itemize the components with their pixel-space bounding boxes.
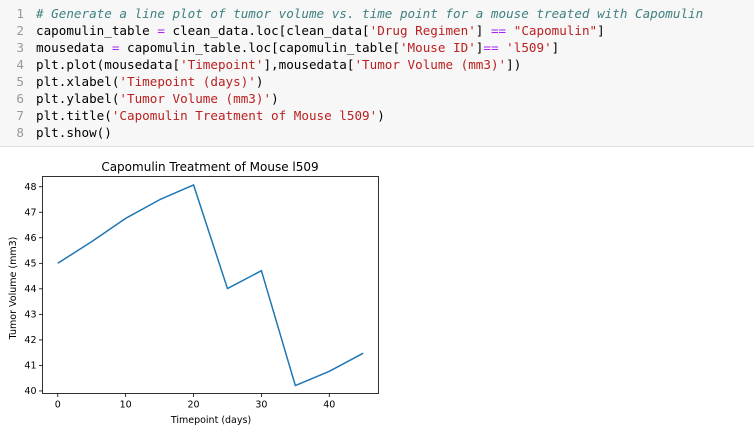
code-text[interactable]: # Generate a line plot of tumor volume v… <box>36 5 703 22</box>
x-axis-label: Timepoint (days) <box>170 415 251 426</box>
code-token: 'Tumor Volume (mm3)' <box>354 57 506 72</box>
code-text[interactable]: plt.title('Capomulin Treatment of Mouse … <box>36 107 385 124</box>
code-token: ) <box>256 74 264 89</box>
code-token: plt.show() <box>36 125 112 140</box>
y-axis-label: Tumor Volume (mm3) <box>8 237 19 341</box>
code-token: capomulin_table.loc[capomulin_table[ <box>119 40 400 55</box>
code-cell[interactable]: 1 # Generate a line plot of tumor volume … <box>0 0 754 147</box>
code-line[interactable]: 4 plt.plot(mousedata['Timepoint'],mouseda… <box>0 56 754 73</box>
code-token: 'Timepoint (days)' <box>119 74 255 89</box>
code-token: ) <box>377 108 385 123</box>
code-token: ]) <box>506 57 521 72</box>
x-tick-label: 30 <box>255 400 267 411</box>
line-number: 2 <box>6 22 24 39</box>
series-line <box>58 185 363 386</box>
y-tick-label: 45 <box>24 259 36 270</box>
code-token: plt.xlabel( <box>36 74 119 89</box>
code-line[interactable]: 5 plt.xlabel('Timepoint (days)') <box>0 73 754 90</box>
code-token: = <box>157 23 165 38</box>
code-token: "Capomulin" <box>514 23 597 38</box>
y-tick-label: 42 <box>24 335 36 346</box>
line-number: 7 <box>6 107 24 124</box>
code-text[interactable]: plt.xlabel('Timepoint (days)') <box>36 73 263 90</box>
output-area: Capomulin Treatment of Mouse l509 Tumor … <box>0 148 754 443</box>
code-token: plt.title( <box>36 108 112 123</box>
code-line[interactable]: 2 capomulin_table = clean_data.loc[clean_… <box>0 22 754 39</box>
y-tick-label: 40 <box>24 386 36 397</box>
code-token: 'l509' <box>506 40 552 55</box>
code-token: == <box>491 23 506 38</box>
code-token: 'Drug Regimen' <box>370 23 476 38</box>
line-number: 5 <box>6 73 24 90</box>
line-number: 6 <box>6 90 24 107</box>
x-tick-label: 40 <box>323 400 335 411</box>
y-tick-label: 46 <box>24 233 36 244</box>
code-token: 'Capomulin Treatment of Mouse l509' <box>112 108 377 123</box>
code-token: capomulin_table <box>36 23 157 38</box>
code-token: 'Tumor Volume (mm3)' <box>119 91 271 106</box>
code-token: # Generate a line plot of tumor volume v… <box>36 6 703 21</box>
code-token: mousedata <box>36 40 112 55</box>
code-token: 'Timepoint' <box>180 57 263 72</box>
x-tick-label: 10 <box>120 400 132 411</box>
y-tick-label: 43 <box>24 310 36 321</box>
code-token: == <box>483 40 498 55</box>
code-line[interactable]: 3 mousedata = capomulin_table.loc[capomul… <box>0 39 754 56</box>
line-number: 4 <box>6 56 24 73</box>
code-token: ] <box>597 23 605 38</box>
y-tick-label: 48 <box>24 182 36 193</box>
axes-frame <box>43 177 379 394</box>
code-token: plt.plot(mousedata[ <box>36 57 180 72</box>
chart: Capomulin Treatment of Mouse l509 Tumor … <box>0 148 754 443</box>
code-text[interactable]: plt.show() <box>36 124 112 141</box>
code-token: ] <box>552 40 560 55</box>
code-token <box>506 23 514 38</box>
code-token: ],mousedata[ <box>263 57 354 72</box>
line-number: 8 <box>6 124 24 141</box>
code-text[interactable]: plt.ylabel('Tumor Volume (mm3)') <box>36 90 279 107</box>
code-token: plt.ylabel( <box>36 91 119 106</box>
line-number: 3 <box>6 39 24 56</box>
code-text[interactable]: capomulin_table = clean_data.loc[clean_d… <box>36 22 605 39</box>
code-token: clean_data.loc[clean_data[ <box>165 23 370 38</box>
code-token: ] <box>476 23 491 38</box>
y-tick-label: 47 <box>24 208 36 219</box>
code-line[interactable]: 8 plt.show() <box>0 124 754 141</box>
code-token: ) <box>271 91 279 106</box>
code-token: 'Mouse ID' <box>400 40 476 55</box>
y-tick-label: 41 <box>24 361 36 372</box>
code-text[interactable]: plt.plot(mousedata['Timepoint'],mousedat… <box>36 56 521 73</box>
code-line[interactable]: 6 plt.ylabel('Tumor Volume (mm3)') <box>0 90 754 107</box>
plot-area: 0 10 20 30 40 40 41 42 43 44 45 46 47 48 <box>24 182 363 410</box>
code-text[interactable]: mousedata = capomulin_table.loc[capomuli… <box>36 39 559 56</box>
line-number: 1 <box>6 5 24 22</box>
code-line[interactable]: 1 # Generate a line plot of tumor volume … <box>0 5 754 22</box>
code-line[interactable]: 7 plt.title('Capomulin Treatment of Mouse… <box>0 107 754 124</box>
x-tick-label: 20 <box>187 400 199 411</box>
x-tick-label: 0 <box>55 400 61 411</box>
y-tick-label: 44 <box>24 284 36 295</box>
chart-title: Capomulin Treatment of Mouse l509 <box>101 160 318 174</box>
